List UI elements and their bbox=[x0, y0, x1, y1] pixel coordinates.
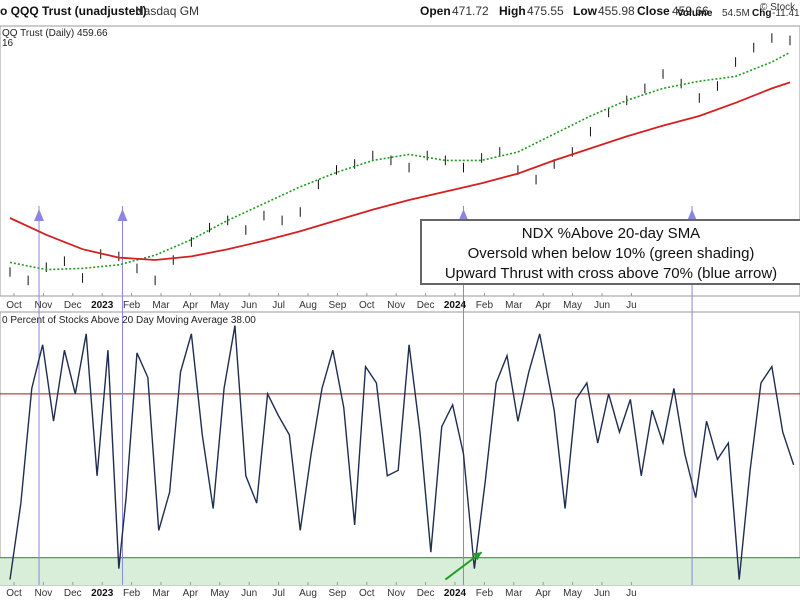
sma-short-line bbox=[9, 51, 791, 271]
thrust-arrow-icon bbox=[34, 209, 45, 221]
indicator-x-tick-label: May bbox=[210, 588, 229, 599]
indicator-x-tick-label: May bbox=[563, 588, 582, 599]
open-label: Open bbox=[420, 4, 451, 18]
chg-label: Chg bbox=[752, 8, 771, 19]
price-legend-label: QQ Trust (Daily) 459.66 bbox=[2, 28, 108, 39]
high-value: 475.55 bbox=[527, 4, 564, 18]
price-x-tick-label: Oct bbox=[359, 300, 375, 311]
indicator-x-tick-label: Oct bbox=[6, 588, 22, 599]
sma-long-line bbox=[9, 81, 791, 261]
indicator-x-tick-label: Feb bbox=[476, 588, 494, 599]
close-value: 459.66 bbox=[672, 4, 709, 18]
volume-value: 54.5M bbox=[722, 8, 750, 19]
annotation-line-3: Upward Thrust with cross above 70% (blue… bbox=[444, 265, 778, 282]
indicator-x-tick-label: 2024 bbox=[444, 588, 467, 599]
price-x-tick-label: Nov bbox=[35, 300, 53, 311]
indicator-title: 0 Percent of Stocks Above 20 Day Moving … bbox=[2, 315, 256, 326]
indicator-x-tick-label: 2023 bbox=[91, 588, 114, 599]
price-x-tick-label: Dec bbox=[417, 300, 435, 311]
price-x-tick-label: Dec bbox=[64, 300, 82, 311]
open-value: 471.72 bbox=[452, 4, 489, 18]
indicator-x-tick-label: Jun bbox=[241, 588, 257, 599]
price-x-tick-label: Feb bbox=[476, 300, 494, 311]
sma-value-label: 16 bbox=[2, 38, 14, 49]
price-x-tick-label: Sep bbox=[329, 300, 347, 311]
indicator-x-tick-label: Apr bbox=[183, 588, 199, 599]
annotation-box: NDX %Above 20-day SMA Oversold when belo… bbox=[420, 219, 800, 285]
indicator-x-tick-label: Dec bbox=[417, 588, 435, 599]
indicator-x-tick-label: Oct bbox=[359, 588, 375, 599]
exchange-label: Nasdaq GM bbox=[135, 4, 200, 18]
price-x-tick-label: Aug bbox=[299, 300, 317, 311]
chg-value: -11.41 bbox=[772, 8, 800, 19]
price-x-tick-label: 2024 bbox=[444, 300, 467, 311]
indicator-x-tick-label: Dec bbox=[64, 588, 82, 599]
chart-header: o QQQ Trust (unadjusted) Nasdaq GM Open … bbox=[0, 0, 800, 26]
price-x-tick-label: Mar bbox=[505, 300, 523, 311]
price-x-tick-label: Apr bbox=[183, 300, 199, 311]
price-x-tick-label: 2023 bbox=[91, 300, 114, 311]
low-label: Low bbox=[573, 4, 597, 18]
price-x-tick-label: Oct bbox=[6, 300, 22, 311]
price-x-tick-label: Jul bbox=[272, 300, 285, 311]
close-label: Close bbox=[637, 4, 670, 18]
thrust-arrow-icon bbox=[458, 209, 469, 221]
thrust-arrow-icon bbox=[687, 209, 698, 221]
indicator-x-tick-label: Sep bbox=[329, 588, 347, 599]
indicator-x-tick-label: Mar bbox=[152, 588, 170, 599]
price-x-tick-label: May bbox=[210, 300, 229, 311]
price-x-tick-label: May bbox=[563, 300, 582, 311]
indicator-x-tick-label: Apr bbox=[535, 588, 551, 599]
indicator-x-tick-label: Nov bbox=[387, 588, 405, 599]
thrust-arrow-icon bbox=[117, 209, 128, 221]
price-x-tick-label: Apr bbox=[535, 300, 551, 311]
indicator-x-tick-label: Feb bbox=[123, 588, 141, 599]
volume-label: Volume bbox=[677, 8, 713, 19]
watermark-text: © Stock bbox=[760, 2, 796, 13]
oversold-zone bbox=[0, 557, 800, 585]
annotation-line-1: NDX %Above 20-day SMA bbox=[521, 225, 701, 242]
indicator-line bbox=[9, 325, 795, 580]
annotation-line-2: Oversold when below 10% (green shading) bbox=[467, 245, 755, 262]
price-x-tick-label: Nov bbox=[387, 300, 405, 311]
price-x-tick-label: Feb bbox=[123, 300, 141, 311]
high-label: High bbox=[499, 4, 526, 18]
indicator-x-tick-label: Jul bbox=[272, 588, 285, 599]
oversold-arrow-icon bbox=[472, 552, 482, 561]
symbol-title: o QQQ Trust (unadjusted) bbox=[0, 4, 147, 18]
indicator-x-tick-label: Ju bbox=[626, 588, 637, 599]
price-x-tick-label: Jun bbox=[241, 300, 257, 311]
indicator-x-tick-label: Nov bbox=[35, 588, 53, 599]
price-x-tick-label: Ju bbox=[626, 300, 637, 311]
price-x-tick-label: Jun bbox=[594, 300, 610, 311]
price-x-tick-label: Mar bbox=[152, 300, 170, 311]
indicator-x-tick-label: Jun bbox=[594, 588, 610, 599]
indicator-x-tick-label: Aug bbox=[299, 588, 317, 599]
low-value: 455.98 bbox=[598, 4, 635, 18]
indicator-x-tick-label: Mar bbox=[505, 588, 523, 599]
